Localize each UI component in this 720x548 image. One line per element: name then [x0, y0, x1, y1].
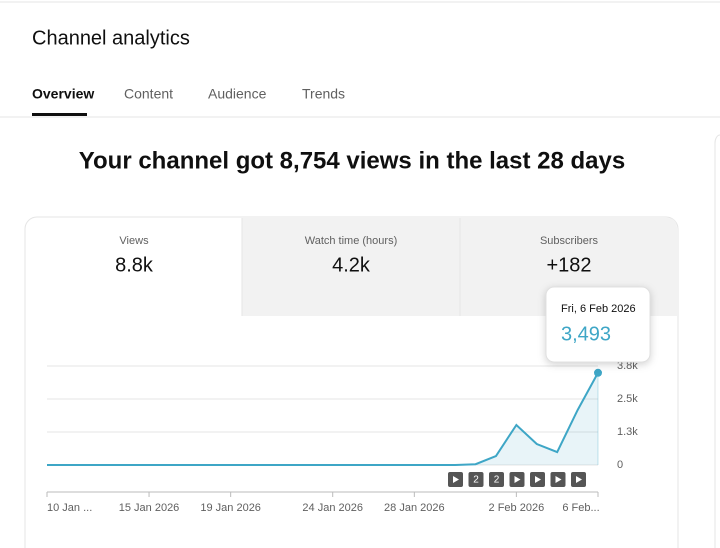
x-tick-label: 15 Jan 2026 [119, 502, 180, 514]
tab[interactable]: Overview [32, 86, 94, 102]
x-tick-label: 10 Jan ... [47, 502, 92, 514]
headline: Your channel got 8,754 views in the last… [79, 147, 625, 174]
line-area [47, 372, 598, 465]
line-series [47, 372, 599, 466]
x-tick-label: 6 Feb... [562, 502, 599, 514]
metrics: Views 8.8k Watch time (hours) 4.2k Subscribe… [115, 235, 598, 276]
event-marker[interactable] [468, 472, 484, 487]
x-tick-label: 19 Jan 2026 [200, 502, 261, 514]
tab[interactable]: Trends [302, 86, 345, 102]
tooltip-value: 3,493 [561, 323, 611, 345]
tabs: Overview Content Audience Trends [32, 86, 345, 102]
metric-value: 4.2k [332, 254, 371, 276]
play-icon [555, 476, 562, 483]
metric-value: 8.8k [115, 254, 154, 276]
active-tab-indicator [32, 113, 87, 116]
chart: 0 1.3k 2.5k 3.8k 10 Jan ... 15 Jan 2026 19 Jan… [46, 360, 638, 514]
y-tick-label: 3.8k [617, 360, 638, 372]
metric-label: Watch time (hours) [305, 235, 398, 247]
y-tick-label: 1.3k [617, 426, 638, 438]
x-tick-label: 24 Jan 2026 [302, 502, 363, 514]
event-marker[interactable] [489, 472, 504, 487]
tab[interactable]: Audience [208, 86, 267, 102]
page-title: Channel analytics [32, 27, 190, 49]
highlight-point [594, 368, 602, 377]
x-tick-label: 2 Feb 2026 [489, 502, 545, 514]
play-icon [576, 476, 582, 483]
tooltip-box [545, 286, 651, 363]
event-count: 2 [494, 475, 500, 486]
event-count: 2 [473, 475, 479, 486]
side-card-edge [714, 134, 720, 548]
x-tick-label: 28 Jan 2026 [384, 502, 445, 514]
y-tick-label: 2.5k [617, 393, 638, 405]
play-icon [453, 476, 459, 483]
tooltip: Fri, 6 Feb 2026 3,493 [545, 286, 651, 363]
metric-value: +182 [546, 254, 591, 276]
metric-label: Views [119, 235, 149, 247]
metric-label: Subscribers [540, 235, 599, 247]
tab[interactable]: Content [124, 86, 173, 102]
play-icon [535, 476, 541, 483]
play-icon [514, 476, 521, 483]
y-tick-label: 0 [617, 459, 623, 471]
tooltip-title: Fri, 6 Feb 2026 [561, 303, 636, 315]
